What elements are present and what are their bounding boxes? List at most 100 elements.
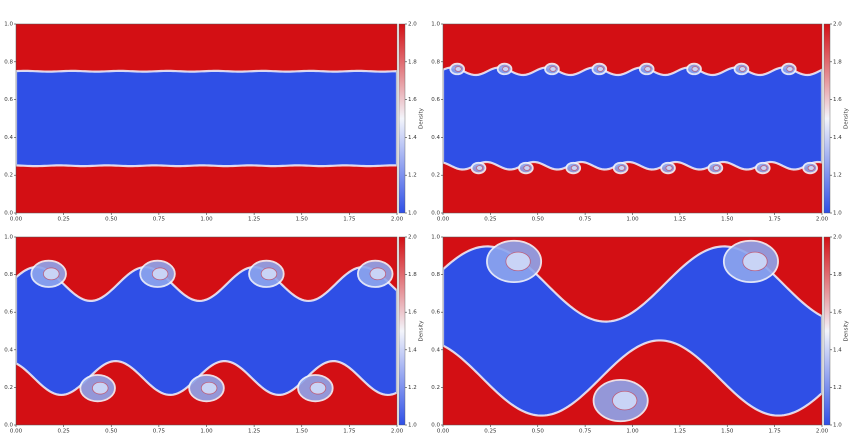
x-tick-label: 1.50 xyxy=(721,429,734,435)
y-tick-label: 0.6 xyxy=(4,310,13,316)
colorbar-tick-label: 1.8 xyxy=(833,59,842,65)
x-tick-label: 0.00 xyxy=(10,429,23,435)
x-tick-label: 0.25 xyxy=(484,217,497,223)
colorbar-tick-label: 1.0 xyxy=(833,423,842,429)
panel: 0.00 0.25 0.50 0.75 1.00 1.25 1.50 1.75 2.00 0.0 0… xyxy=(431,235,850,435)
vortex-core xyxy=(454,66,462,72)
x-tick-label: 0.75 xyxy=(579,429,592,435)
x-tick-label: 0.25 xyxy=(484,429,497,435)
vortex-core xyxy=(200,381,218,395)
y-tick-label: 0.4 xyxy=(431,347,440,353)
colorbar-tick-label: 1.4 xyxy=(833,347,842,353)
colorbar-tick-label: 1.0 xyxy=(833,211,842,217)
y-tick-label: 0.2 xyxy=(4,385,13,391)
colorbar xyxy=(398,236,406,426)
vortex-core xyxy=(596,66,604,72)
vortex-core xyxy=(570,165,578,171)
panel: 0.00 0.25 0.50 0.75 1.00 1.25 1.50 1.75 2.00 0.0 0… xyxy=(4,235,425,435)
colorbar-tick-label: 1.8 xyxy=(408,272,417,278)
y-tick-label: 0.6 xyxy=(431,97,440,103)
density-field xyxy=(443,237,822,425)
colorbar-tick-label: 2.0 xyxy=(408,22,417,28)
colorbar-tick-label: 2.0 xyxy=(408,235,417,241)
panel: 0.00 0.25 0.50 0.75 1.00 1.25 1.50 1.75 2.00 0.0 0… xyxy=(431,22,849,223)
y-tick-label: 0.4 xyxy=(4,347,13,353)
colorbar-tick-label: 1.4 xyxy=(408,347,417,353)
x-tick-label: 0.75 xyxy=(153,429,166,435)
vortex-core xyxy=(786,66,794,72)
vortex-core xyxy=(691,66,699,72)
y-tick-label: 0.8 xyxy=(4,272,13,278)
colorbar-label: Density xyxy=(419,107,425,129)
x-tick-label: 2.00 xyxy=(391,429,404,435)
colorbar-tick-label: 1.6 xyxy=(833,97,842,103)
y-tick-label: 0.2 xyxy=(431,385,440,391)
x-tick-label: 2.00 xyxy=(816,429,829,435)
y-tick-label: 0.0 xyxy=(4,211,13,217)
y-tick-label: 1.0 xyxy=(431,22,440,28)
colorbar-label: Density xyxy=(419,320,425,342)
vortex-core xyxy=(665,165,673,171)
y-tick-label: 0.8 xyxy=(431,59,440,65)
x-tick-label: 1.25 xyxy=(248,429,261,435)
x-tick-label: 0.50 xyxy=(105,217,118,223)
y-tick-label: 0.8 xyxy=(4,59,13,65)
y-tick-label: 0.0 xyxy=(431,423,440,429)
colorbar-tick-label: 1.6 xyxy=(833,310,842,316)
x-tick-label: 1.25 xyxy=(248,217,261,223)
vortex-core xyxy=(549,66,557,72)
colorbar-tick-label: 1.2 xyxy=(833,385,842,391)
vortex-core xyxy=(260,267,278,281)
y-tick-label: 0.2 xyxy=(4,173,13,179)
colorbar-label: Density xyxy=(844,107,850,129)
y-tick-label: 0.4 xyxy=(4,135,13,141)
vortex-core xyxy=(760,165,768,171)
x-tick-label: 0.75 xyxy=(579,217,592,223)
vortex-core xyxy=(618,165,626,171)
x-tick-label: 1.50 xyxy=(296,217,309,223)
colorbar-label: Density xyxy=(844,320,850,342)
y-tick-label: 0.0 xyxy=(4,423,13,429)
x-tick-label: 0.00 xyxy=(10,217,23,223)
vortex-core xyxy=(807,165,815,171)
density-field xyxy=(443,24,822,213)
x-tick-label: 1.75 xyxy=(769,217,782,223)
x-tick-label: 1.00 xyxy=(626,217,639,223)
vortex-core xyxy=(43,267,60,281)
y-tick-label: 1.0 xyxy=(4,235,13,241)
y-tick-label: 0.4 xyxy=(431,135,440,141)
x-tick-label: 0.25 xyxy=(58,429,71,435)
vortex-core xyxy=(738,66,747,72)
light-fluid xyxy=(443,245,822,417)
vortex-core xyxy=(523,165,531,171)
x-tick-label: 1.00 xyxy=(626,429,639,435)
x-tick-label: 0.50 xyxy=(105,429,118,435)
y-tick-label: 0.2 xyxy=(431,173,440,179)
x-tick-label: 0.00 xyxy=(437,217,450,223)
colorbar-tick-label: 2.0 xyxy=(833,235,842,241)
colorbar-tick-label: 1.0 xyxy=(408,423,417,429)
x-tick-label: 1.00 xyxy=(200,217,213,223)
light-fluid xyxy=(443,66,822,171)
density-field xyxy=(16,237,397,425)
vortex-core xyxy=(476,165,484,171)
x-tick-label: 2.00 xyxy=(816,217,829,223)
vortex-core xyxy=(742,251,768,272)
vortex-core xyxy=(612,390,638,411)
vortex-core xyxy=(644,66,652,72)
x-tick-label: 1.75 xyxy=(343,217,356,223)
vortex-core xyxy=(502,66,510,72)
y-tick-label: 0.6 xyxy=(4,97,13,103)
y-tick-label: 0.0 xyxy=(431,211,440,217)
colorbar xyxy=(823,23,831,214)
y-tick-label: 0.8 xyxy=(431,272,440,278)
vortex-core xyxy=(505,251,531,272)
colorbar-tick-label: 1.8 xyxy=(408,59,417,65)
x-tick-label: 1.50 xyxy=(721,217,734,223)
x-tick-label: 0.50 xyxy=(532,217,545,223)
colorbar-tick-label: 1.4 xyxy=(833,135,842,141)
colorbar-tick-label: 1.6 xyxy=(408,97,417,103)
vortex-core xyxy=(369,267,387,281)
colorbar-tick-label: 1.2 xyxy=(408,173,417,179)
colorbar-tick-label: 2.0 xyxy=(833,22,842,28)
